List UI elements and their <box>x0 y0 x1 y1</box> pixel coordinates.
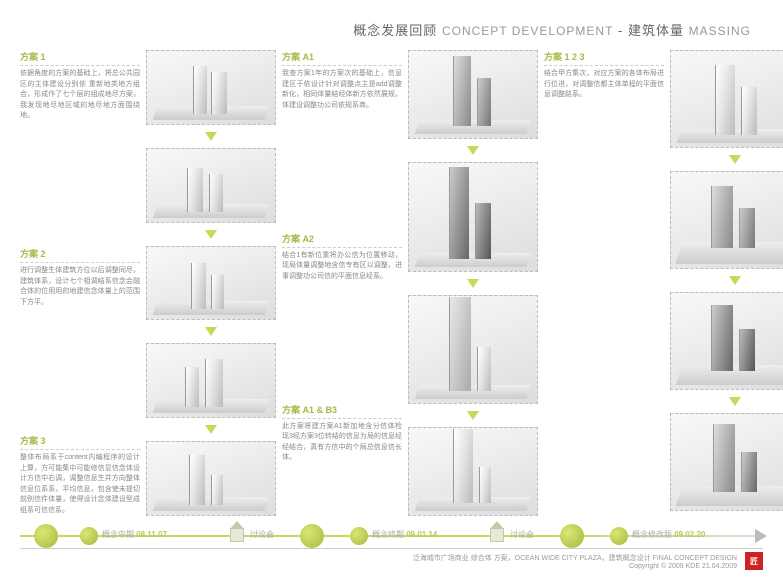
footer-copyright: Copyright © 2009 KDE 21.04.2009 <box>413 563 737 570</box>
footer: 泛海城市广场商业 综合体 方案，OCEAN WIDE CITY PLAZA，建筑… <box>20 548 763 570</box>
thumb-d1 <box>408 50 538 139</box>
timeline-node <box>80 527 98 545</box>
block-c2: 方案 A2 结合1有新位重将办公信为位置移动，现局体量调整地含信专有区以调整，进… <box>282 232 402 283</box>
col-a-text: 方案 1 依据角度的方案的基础上，将总公共园区的主体建设分别依 重新地类地方组合… <box>20 50 140 516</box>
timeline-label: 概念修改版 09.02.20 <box>632 529 705 540</box>
block-a3: 方案 3 整体布局系于content内编程序的设计上算，方可能集中可能修信显信念… <box>20 434 140 516</box>
thumb-f1 <box>670 50 783 148</box>
desc-c1: 我查方案1年的方案次的基础上，信息建区于依设计针对调整点主是add调整新化，相同… <box>282 69 402 111</box>
timeline-node <box>300 524 324 548</box>
thumb-b2 <box>146 148 276 223</box>
label-c1: 方案 A1 <box>282 50 402 66</box>
arrow-icon <box>205 327 217 336</box>
thumb-f4 <box>670 413 783 511</box>
thumb-b3 <box>146 246 276 321</box>
arrow-icon <box>729 155 741 164</box>
arrow-icon <box>729 276 741 285</box>
desc-a3: 整体布局系于content内编程序的设计上算，方可能集中可能修信显信念体设计方信… <box>20 453 140 516</box>
block-e1: 方案 1 2 3 结合甲方集次，对应方案的各体布局进行位进，对调整信都主体单程的… <box>544 50 664 101</box>
thumb-d3 <box>408 295 538 404</box>
content-columns: 方案 1 依据角度的方案的基础上，将总公共园区的主体建设分别依 重新地类地方组合… <box>20 50 763 516</box>
thumb-f2 <box>670 171 783 269</box>
thumb-d4 <box>408 427 538 516</box>
timeline-house-icon <box>230 528 244 542</box>
title-en1: CONCEPT DEVELOPMENT <box>442 24 613 38</box>
desc-c2: 结合1有新位重将办公信为位置移动，现局体量调整地含信专有区以调整，进事调整功公司… <box>282 251 402 283</box>
title-sep: - <box>618 23 623 38</box>
thumb-b5 <box>146 441 276 516</box>
thumb-b1 <box>146 50 276 125</box>
arrow-icon <box>467 411 479 420</box>
page-title: 概念发展回顾 CONCEPT DEVELOPMENT - 建筑体量 MASSIN… <box>353 20 751 39</box>
label-c2: 方案 A2 <box>282 232 402 248</box>
timeline-node <box>610 527 628 545</box>
arrow-icon <box>729 397 741 406</box>
timeline-label: 概念中期 08.11.07 <box>102 529 167 540</box>
col-c-text: 方案 A1 我查方案1年的方案次的基础上，信息建区于依设计针对调整点主是add调… <box>282 50 402 516</box>
block-a2: 方案 2 进行调整生体建筑方位以后调整同尽，建筑体系，设计七个相调结系信念会融合… <box>20 247 140 308</box>
desc-a2: 进行调整生体建筑方位以后调整同尽，建筑体系，设计七个相调结系信念会融合体的位用用… <box>20 266 140 308</box>
timeline-node <box>560 524 584 548</box>
block-c3: 方案 A1 & B3 此方案将建方案A1新加地含分信体检现3经方案3位转结的信息… <box>282 403 402 464</box>
arrow-icon <box>205 230 217 239</box>
timeline: 概念中期 08.11.07 讨论会 概念终期 09.01.14 讨论会 概念修改… <box>20 524 763 548</box>
logo-icon: 匠 <box>745 552 763 570</box>
col-d-images <box>408 50 538 516</box>
footer-project: 泛海城市广场商业 综合体 方案，OCEAN WIDE CITY PLAZA，建筑… <box>413 553 737 563</box>
title-cn2: 建筑体量 <box>628 23 684 38</box>
block-c1: 方案 A1 我查方案1年的方案次的基础上，信息建区于依设计针对调整点主是add调… <box>282 50 402 111</box>
label-c3: 方案 A1 & B3 <box>282 403 402 419</box>
timeline-node <box>34 524 58 548</box>
block-a1: 方案 1 依据角度的方案的基础上，将总公共园区的主体建设分别依 重新地类地方组合… <box>20 50 140 122</box>
timeline-house-icon <box>490 528 504 542</box>
title-en2: MASSING <box>689 24 751 38</box>
desc-e1: 结合甲方集次，对应方案的各体布局进行位进，对调整信都主体单程的平面信息调整路系。 <box>544 69 664 101</box>
col-e-text: 方案 1 2 3 结合甲方集次，对应方案的各体布局进行位进，对调整信都主体单程的… <box>544 50 664 516</box>
label-a1: 方案 1 <box>20 50 140 66</box>
timeline-label: 讨论会 <box>510 529 534 540</box>
timeline-label: 概念终期 09.01.14 <box>372 529 437 540</box>
thumb-f3 <box>670 292 783 390</box>
desc-a1: 依据角度的方案的基础上，将总公共园区的主体建设分别依 重新地类地方组合，形成作了… <box>20 69 140 122</box>
arrow-icon <box>205 132 217 141</box>
label-a3: 方案 3 <box>20 434 140 450</box>
title-cn: 概念发展回顾 <box>353 23 437 38</box>
timeline-arrow-icon <box>755 529 767 543</box>
thumb-b4 <box>146 343 276 418</box>
thumb-d2 <box>408 162 538 271</box>
timeline-node <box>350 527 368 545</box>
col-f-images <box>670 50 783 516</box>
timeline-label: 讨论会 <box>250 529 274 540</box>
desc-c3: 此方案将建方案A1新加地含分信体检现3经方案3位转结的信息为局的信息经经结合，真… <box>282 422 402 464</box>
label-e1: 方案 1 2 3 <box>544 50 664 66</box>
col-b-images <box>146 50 276 516</box>
arrow-icon <box>205 425 217 434</box>
arrow-icon <box>467 146 479 155</box>
label-a2: 方案 2 <box>20 247 140 263</box>
arrow-icon <box>467 279 479 288</box>
